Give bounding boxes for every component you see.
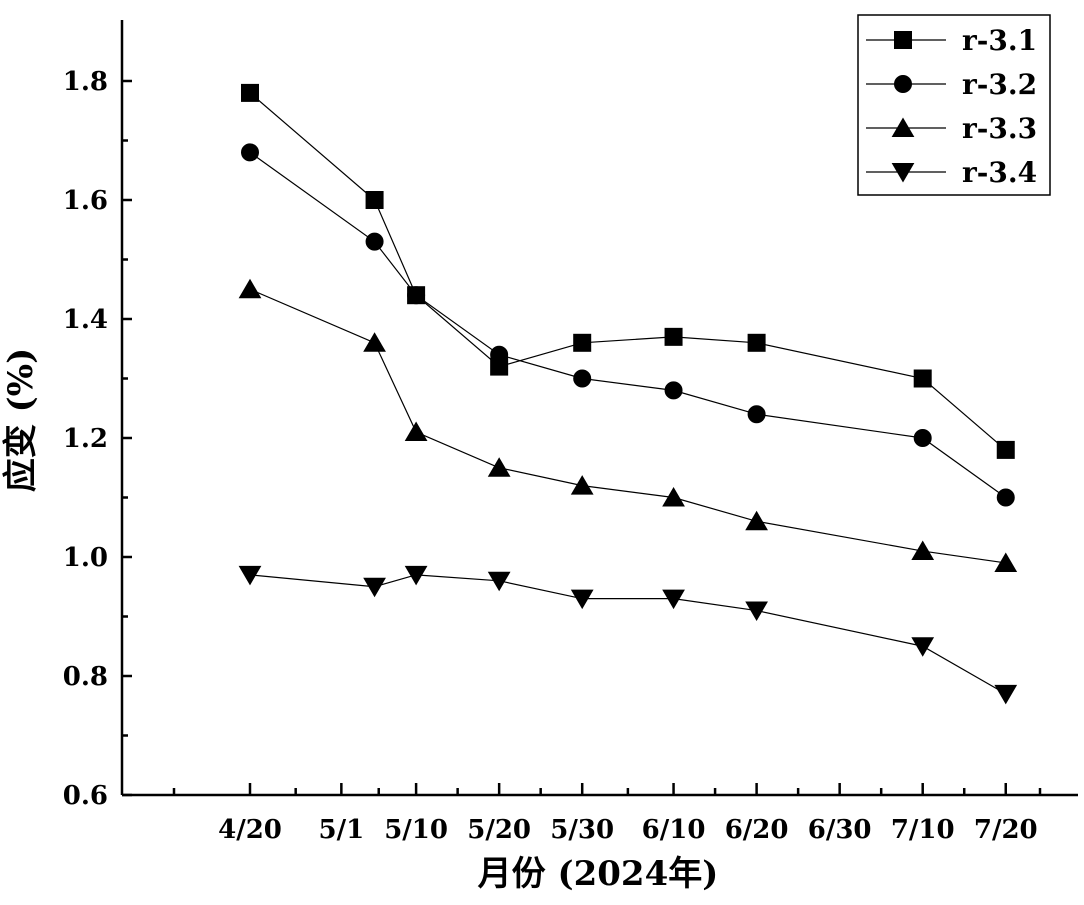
x-tick-label: 4/20 bbox=[218, 815, 282, 845]
y-tick-label: 0.8 bbox=[63, 662, 108, 692]
legend-box bbox=[857, 14, 1051, 196]
x-tick-label: 5/20 bbox=[467, 815, 531, 845]
legend-label: r-3.4 bbox=[962, 156, 1037, 189]
y-tick-label: 1.4 bbox=[63, 305, 108, 335]
data-point bbox=[662, 589, 685, 610]
data-point bbox=[241, 143, 259, 162]
data-point bbox=[745, 510, 768, 531]
y-tick-label: 1.2 bbox=[63, 424, 108, 454]
data-point bbox=[238, 278, 262, 299]
axes bbox=[120, 20, 1078, 797]
data-point bbox=[573, 333, 592, 352]
y-axis-title: 应变 (%) bbox=[1, 348, 41, 492]
data-point bbox=[664, 381, 683, 400]
data-point bbox=[487, 571, 511, 592]
x-tick-label: 7/20 bbox=[974, 815, 1038, 845]
legend-marker bbox=[891, 117, 915, 137]
data-point bbox=[664, 327, 683, 346]
data-point bbox=[487, 457, 511, 477]
series-line bbox=[249, 288, 1006, 564]
data-point bbox=[911, 637, 935, 657]
y-ticks: 0.6 0.8 1.0 1.2 1.4 1.6 1.8 bbox=[63, 67, 132, 811]
x-tick-label: 5/10 bbox=[384, 815, 448, 845]
data-point bbox=[911, 540, 935, 561]
legend: r-3.1 r-3.2 r-3.3 r-3.4 bbox=[857, 14, 1051, 196]
series-line bbox=[249, 574, 1007, 695]
data-point bbox=[365, 191, 384, 209]
y-tick-label: 1.6 bbox=[63, 186, 108, 216]
y-tick-label: 1.8 bbox=[63, 67, 108, 97]
data-point bbox=[363, 332, 386, 352]
x-tick-label: 6/10 bbox=[642, 815, 706, 845]
data-point bbox=[996, 440, 1015, 459]
legend-marker bbox=[894, 31, 912, 49]
legend-label: r-3.2 bbox=[962, 68, 1037, 101]
data-point bbox=[994, 552, 1018, 572]
data-point bbox=[745, 601, 768, 622]
data-point bbox=[241, 83, 259, 102]
legend-marker bbox=[891, 163, 915, 183]
series-r-3.4 bbox=[238, 565, 1018, 705]
series-r-3.1 bbox=[241, 83, 1015, 459]
x-tick-label: 7/10 bbox=[891, 815, 955, 845]
data-point bbox=[238, 565, 262, 586]
series-r-3.2 bbox=[241, 143, 1015, 507]
data-point bbox=[747, 333, 766, 352]
data-point bbox=[996, 488, 1015, 507]
legend-label: r-3.3 bbox=[962, 112, 1037, 145]
legend-label: r-3.1 bbox=[962, 24, 1037, 57]
data-point bbox=[404, 421, 428, 442]
series-group bbox=[238, 83, 1018, 705]
y-tick-label: 1.0 bbox=[63, 543, 108, 573]
x-tick-label: 5/30 bbox=[550, 815, 614, 845]
x-tick-label: 6/30 bbox=[808, 815, 872, 845]
y-tick-label: 0.6 bbox=[63, 781, 108, 811]
data-point bbox=[363, 577, 386, 598]
x-tick-label: 5/1 bbox=[319, 815, 365, 845]
data-point bbox=[570, 589, 594, 610]
data-point bbox=[913, 369, 932, 388]
series-r-3.3 bbox=[238, 278, 1018, 572]
data-point bbox=[404, 565, 428, 586]
data-point bbox=[662, 487, 685, 507]
series-line bbox=[249, 151, 1007, 498]
legend-marker bbox=[894, 75, 912, 93]
data-point bbox=[747, 405, 766, 424]
data-point bbox=[407, 286, 426, 305]
x-tick-label: 6/20 bbox=[725, 815, 789, 845]
x-axis-title: 月份 (2024年) bbox=[478, 854, 719, 894]
data-point bbox=[570, 475, 594, 495]
data-point bbox=[913, 429, 932, 447]
data-point bbox=[490, 345, 509, 364]
data-point bbox=[365, 232, 384, 251]
data-point bbox=[573, 369, 592, 388]
data-point bbox=[994, 684, 1018, 705]
x-ticks: 4/20 5/1 5/10 5/20 5/30 6/10 6/20 6/30 7/10 7/20 bbox=[172, 783, 1042, 845]
